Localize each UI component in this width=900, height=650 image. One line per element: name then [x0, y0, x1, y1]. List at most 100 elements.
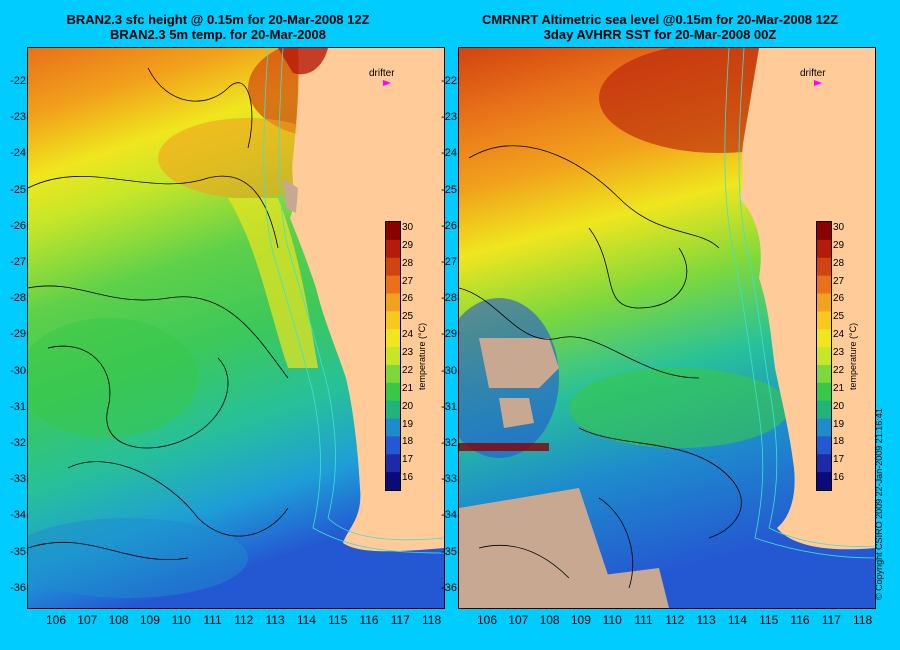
colorbar-swatch	[817, 436, 831, 455]
colorbar-swatch	[386, 293, 400, 312]
right-map-title-line1: CMRNRT Altimetric sea level @0.15m for 2…	[481, 12, 839, 27]
latitude-label: -30	[441, 364, 457, 377]
colorbar-swatch	[386, 222, 400, 241]
latitude-label: -28	[10, 292, 26, 305]
longitude-label: 110	[171, 613, 191, 627]
right-map-panel	[458, 47, 876, 609]
colorbar-tick-label: 17	[402, 454, 414, 466]
colorbar-swatch	[386, 239, 400, 259]
latitude-label: -27	[10, 256, 26, 268]
right-cloud-patch-2	[499, 398, 534, 428]
latitude-label: -29	[10, 328, 26, 341]
right-bathymetry-lines	[724, 48, 875, 559]
colorbar-tick-label: 27	[833, 275, 845, 287]
latitude-label: -23	[441, 111, 457, 124]
latitude-label: -28	[441, 292, 457, 305]
colorbar-swatch	[386, 275, 400, 294]
colorbar-swatch	[817, 472, 831, 491]
left-colorbar	[385, 221, 401, 491]
colorbar-swatch	[386, 436, 400, 455]
colorbar-swatch	[386, 418, 400, 437]
right-colorbar	[816, 221, 832, 491]
colorbar-tick-label: 29	[833, 239, 845, 251]
longitude-label: 106	[45, 613, 67, 627]
latitude-label: -35	[10, 545, 26, 558]
colorbar-swatch	[817, 364, 831, 384]
latitude-label: -34	[441, 509, 457, 522]
latitude-label: -33	[441, 473, 457, 486]
longitude-label: 111	[203, 613, 222, 627]
colorbar-swatch	[386, 400, 400, 420]
longitude-label: 113	[696, 613, 716, 627]
colorbar-tick-label: 24	[833, 329, 845, 341]
right-map-title-line2: 3day AVHRR SST for 20-Mar-2008 00Z	[543, 27, 777, 42]
colorbar-swatch	[817, 400, 831, 420]
colorbar-swatch	[386, 347, 400, 366]
left-map-title: BRAN2.3 sfc height @ 0.15m for 20-Mar-20…	[8, 12, 428, 42]
right-colorbar-title: temperature (°C)	[848, 322, 858, 390]
colorbar-tick-label: 28	[402, 257, 414, 269]
colorbar-tick-label: 30	[402, 222, 414, 233]
left-cool-patch	[28, 518, 248, 598]
latitude-label: -22	[10, 75, 26, 87]
left-hot-north	[278, 48, 328, 75]
latitude-label: -33	[10, 473, 26, 486]
colorbar-swatch	[817, 418, 831, 437]
longitude-label: 117	[821, 613, 841, 627]
colorbar-tick-label: 26	[833, 293, 845, 305]
left-drifter-marker	[383, 80, 391, 86]
colorbar-tick-label: 29	[402, 239, 414, 251]
longitude-label: 116	[790, 613, 810, 627]
longitude-label: 115	[328, 613, 348, 627]
latitude-label: -24	[441, 147, 457, 160]
latitude-label: -30	[10, 364, 26, 377]
latitude-label: -24	[10, 147, 26, 160]
colorbar-tick-label: 22	[402, 364, 414, 376]
longitude-label: 108	[108, 613, 129, 627]
longitude-label: 114	[727, 613, 747, 627]
colorbar-swatch	[817, 275, 831, 294]
longitude-label: 118	[422, 613, 442, 627]
colorbar-tick-label: 17	[833, 454, 845, 466]
colorbar-swatch	[817, 293, 831, 312]
latitude-label: -25	[10, 183, 26, 196]
latitude-label: -32	[441, 437, 457, 449]
longitude-label: 112	[234, 613, 254, 627]
colorbar-tick-label: 23	[833, 347, 845, 359]
colorbar-swatch	[386, 311, 400, 330]
colorbar-tick-label: 21	[833, 382, 845, 394]
colorbar-swatch	[386, 257, 400, 277]
colorbar-swatch	[817, 329, 831, 348]
longitude-label: 109	[139, 613, 160, 627]
colorbar-swatch	[386, 454, 400, 473]
longitude-label: 113	[265, 613, 285, 627]
latitude-label: -31	[10, 400, 26, 413]
colorbar-swatch	[817, 382, 831, 402]
right-stripe-artifact	[459, 443, 549, 451]
colorbar-tick-label: 18	[833, 436, 845, 448]
longitude-label: 110	[602, 613, 622, 627]
colorbar-tick-label: 25	[402, 311, 414, 323]
latitude-label: -25	[441, 183, 457, 196]
latitude-label: -26	[10, 219, 26, 232]
colorbar-tick-label: 16	[833, 472, 845, 484]
colorbar-tick-label: 18	[402, 436, 414, 448]
left-map-panel	[27, 47, 445, 609]
longitude-label: 116	[359, 613, 379, 627]
right-colorbar-svg	[817, 222, 831, 491]
latitude-label: -23	[10, 111, 26, 124]
latitude-label: -27	[441, 256, 457, 268]
right-green-patch	[569, 368, 789, 448]
colorbar-swatch	[386, 382, 400, 402]
latitude-label: -36	[10, 581, 26, 594]
longitude-label: 115	[759, 613, 779, 627]
colorbar-tick-label: 22	[833, 364, 845, 376]
longitude-label: 112	[665, 613, 685, 627]
colorbar-tick-label: 21	[402, 382, 414, 394]
right-land-australia	[739, 48, 875, 550]
colorbar-swatch	[386, 472, 400, 491]
right-cloud-patch-1	[479, 338, 559, 388]
latitude-label: -31	[441, 400, 457, 413]
colorbar-swatch	[386, 329, 400, 348]
colorbar-swatch	[817, 347, 831, 366]
